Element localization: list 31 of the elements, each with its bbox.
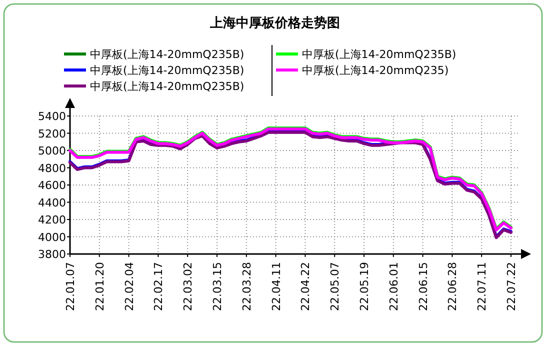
y-tick-label: 4000 [38, 230, 66, 244]
y-tick-label: 4200 [38, 214, 66, 226]
x-tick-label: 22.02.17 [152, 262, 166, 311]
x-tick-label: 22.04.11 [270, 262, 283, 311]
legend-label: 中厚板(上海14-20mmQ235B) [90, 48, 244, 61]
chart-title: 上海中厚板价格走势图 [209, 15, 340, 31]
y-tick-label: 5200 [38, 127, 66, 140]
x-tick-label: 22.06.28 [446, 262, 460, 311]
y-tick-label: 4600 [38, 179, 66, 192]
x-tick-label: 22.05.19 [358, 262, 371, 311]
x-tick-label: 22.04.22 [299, 262, 312, 311]
x-tick-label: 22.03.02 [182, 262, 195, 311]
legend-label: 中厚板(上海14-20mmQ235B) [302, 48, 456, 61]
y-tick-label: 3800 [38, 248, 66, 261]
x-tick-label: 22.05.07 [328, 262, 342, 311]
y-tick-label: 4800 [38, 162, 66, 175]
y-tick-label: 5000 [38, 144, 66, 158]
x-tick-label: 22.01.20 [93, 262, 106, 311]
x-tick-label: 22.06.15 [416, 262, 430, 311]
x-tick-label: 22.01.07 [64, 262, 77, 311]
x-tick-label: 22.06.01 [387, 262, 400, 311]
y-tick-label: 4400 [38, 196, 66, 210]
x-tick-label: 22.03.15 [211, 262, 224, 311]
x-tick-label: 22.07.11 [476, 262, 489, 311]
legend-label: 中厚板(上海14-20mmQ235) [302, 64, 449, 77]
legend-label: 中厚板(上海14-20mmQ235B) [90, 64, 244, 77]
y-tick-label: 5400 [38, 110, 66, 123]
legend-label: 中厚板(上海14-20mmQ235B) [90, 80, 244, 93]
x-tick-label: 22.03.28 [240, 262, 254, 311]
x-tick-label: 22.02.04 [122, 262, 136, 311]
x-tick-label: 22.07.22 [505, 262, 518, 311]
